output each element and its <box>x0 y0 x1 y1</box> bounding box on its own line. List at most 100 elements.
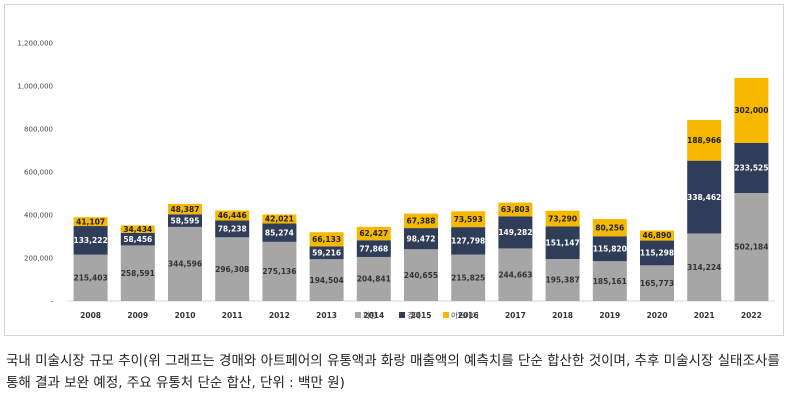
data-label: 151,147 <box>546 238 580 247</box>
y-tick-label: - <box>50 298 53 306</box>
bar-segment <box>309 246 344 260</box>
bar-segment <box>592 219 627 237</box>
bar-segment <box>262 241 297 301</box>
bar-segment <box>451 211 486 228</box>
data-label: 185,161 <box>593 277 627 286</box>
data-label: 63,803 <box>501 205 530 214</box>
data-label: 258,591 <box>121 269 155 278</box>
x-tick-label: 2009 <box>127 311 148 320</box>
x-tick-label: 2019 <box>599 311 620 320</box>
y-tick-label: 400,000 <box>24 212 53 220</box>
data-label: 502,184 <box>734 243 768 252</box>
data-label: 204,841 <box>357 275 391 284</box>
bar-segment <box>640 230 674 241</box>
bar-segment <box>168 203 202 215</box>
data-label: 34,434 <box>123 225 152 234</box>
bar-segment <box>404 249 438 301</box>
data-label: 98,472 <box>407 234 436 243</box>
x-tick-label: 2016 <box>458 311 479 320</box>
x-tick-label: 2012 <box>269 311 290 320</box>
y-tick-label: 1,200,000 <box>17 40 53 48</box>
bar-segment <box>215 210 250 221</box>
bar-segment <box>356 256 391 301</box>
bar-segment <box>262 214 297 224</box>
data-label: 195,387 <box>546 276 580 285</box>
data-label: 244,663 <box>498 270 532 279</box>
x-tick-label: 2017 <box>505 311 526 320</box>
data-label: 233,525 <box>734 164 768 173</box>
bar-segment <box>404 228 438 250</box>
bar-segment <box>640 240 674 266</box>
data-label: 78,238 <box>218 225 247 234</box>
data-label: 58,595 <box>171 216 200 225</box>
data-label: 215,825 <box>451 273 485 282</box>
data-label: 338,462 <box>687 193 721 202</box>
bar-segment <box>73 217 108 227</box>
data-label: 42,021 <box>265 215 294 224</box>
legend-swatch <box>443 312 449 318</box>
bar-segment <box>120 245 155 301</box>
data-label: 80,256 <box>595 223 624 232</box>
legend-label: 화랑 <box>363 311 377 320</box>
data-label: 344,596 <box>168 260 202 269</box>
data-label: 188,966 <box>687 136 721 145</box>
bar-segment <box>687 160 722 234</box>
data-label: 85,274 <box>265 228 294 237</box>
legend-swatch <box>355 312 361 318</box>
x-tick-label: 2014 <box>363 311 384 320</box>
data-label: 240,655 <box>404 271 438 280</box>
data-label: 67,388 <box>407 217 436 226</box>
data-label: 215,403 <box>74 274 108 283</box>
data-label: 66,133 <box>312 235 341 244</box>
data-label: 149,282 <box>498 228 532 237</box>
data-label: 127,798 <box>451 237 485 246</box>
bar-segment <box>120 225 155 233</box>
data-label: 296,308 <box>215 265 249 274</box>
data-label: 59,216 <box>312 249 341 258</box>
data-label: 302,000 <box>734 106 768 115</box>
data-label: 165,773 <box>640 279 674 288</box>
bar-segment <box>309 232 344 247</box>
bar-segment <box>545 210 580 227</box>
data-label: 115,820 <box>593 244 627 253</box>
data-label: 73,593 <box>454 215 483 224</box>
data-label: 194,504 <box>310 276 344 285</box>
legend-label: 경매 <box>407 310 421 320</box>
bar-segment <box>356 226 391 241</box>
bar-segment <box>451 227 486 255</box>
data-label: 133,222 <box>74 236 108 245</box>
bar-segment <box>309 259 344 301</box>
data-label: 314,224 <box>687 263 721 272</box>
y-tick-label: 200,000 <box>24 255 53 263</box>
x-tick-label: 2008 <box>80 311 101 320</box>
bar-segment <box>168 214 202 227</box>
stacked-bar-chart: - 200,000 400,000 600,000 800,000 1,000,000 1,… <box>17 40 775 320</box>
bar-segment <box>356 240 391 257</box>
y-tick-label: 800,000 <box>24 126 53 134</box>
x-tick-label: 2011 <box>222 311 243 320</box>
bar-segment <box>545 258 580 301</box>
data-label: 62,427 <box>359 229 388 238</box>
bar-segment <box>592 236 627 262</box>
bar-segment <box>734 193 769 301</box>
bar-segment <box>215 220 250 238</box>
legend-label: 아트페어 <box>451 310 479 320</box>
bar-segment <box>262 223 297 242</box>
bar-segment <box>215 237 250 301</box>
bar-segment <box>120 232 155 246</box>
data-label: 275,136 <box>262 267 296 276</box>
bar-segment <box>168 226 202 301</box>
bar-segment <box>687 120 722 161</box>
x-tick-label: 2010 <box>175 311 196 320</box>
legend-swatch <box>399 312 405 318</box>
x-tick-label: 2018 <box>552 311 573 320</box>
y-tick-label: 600,000 <box>24 169 53 177</box>
bar-segment <box>640 265 674 301</box>
data-label: 115,298 <box>640 249 674 258</box>
data-label: 48,387 <box>171 205 200 214</box>
x-tick-label: 2022 <box>741 311 762 320</box>
data-label: 73,290 <box>548 214 577 223</box>
bar-segment <box>734 77 769 143</box>
bar-segment <box>498 216 533 249</box>
bar-segment <box>498 248 533 301</box>
